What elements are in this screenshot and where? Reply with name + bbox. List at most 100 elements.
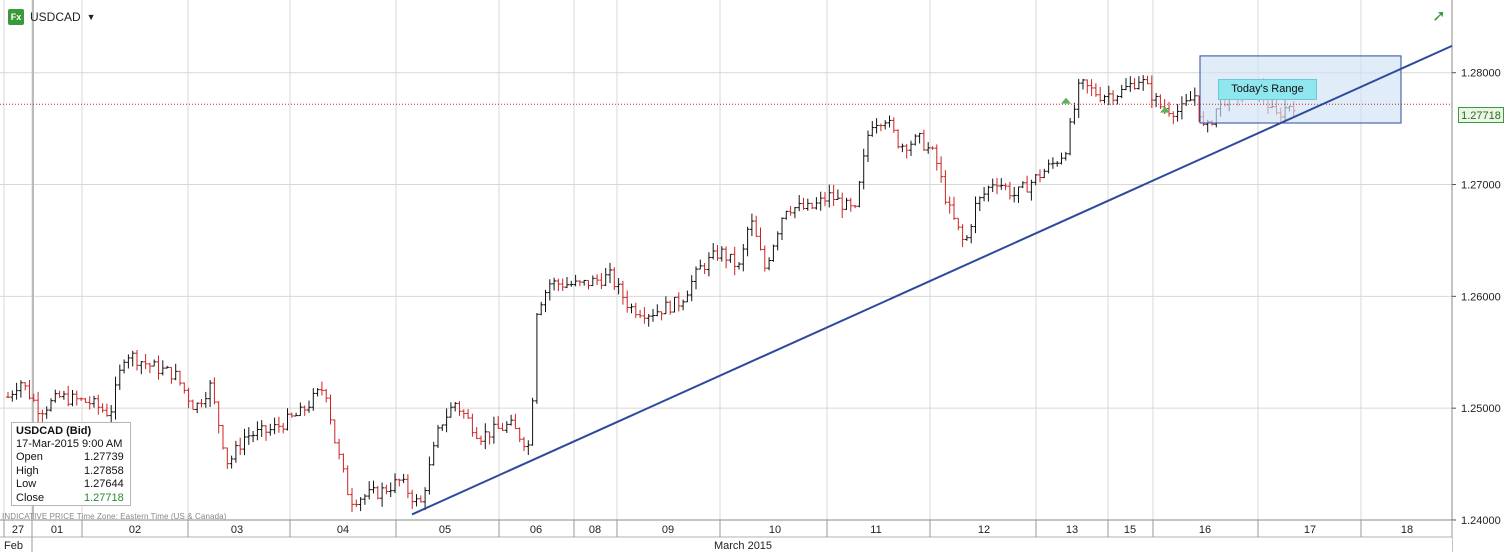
ohlc-bar <box>599 273 604 290</box>
ohlc-bar <box>487 431 492 445</box>
ohlc-bar <box>457 401 462 416</box>
ohlc-bar <box>178 370 182 386</box>
x-tick-label: 08 <box>589 524 601 536</box>
ohlc-bar <box>1042 168 1047 179</box>
ohlc-bar <box>629 303 634 314</box>
ohlc-bar <box>431 441 436 466</box>
ohlc-bar <box>810 202 815 210</box>
expand-arrow-icon[interactable]: ➚ <box>1432 8 1446 25</box>
x-tick-label: 10 <box>769 524 781 536</box>
ohlc-bar <box>801 197 806 210</box>
ohlc-bar <box>792 206 797 219</box>
ohlc-bar <box>711 243 716 260</box>
x-tick-label: 06 <box>530 524 542 536</box>
ohlc-bar <box>672 296 677 313</box>
ohlc-bar <box>539 301 544 316</box>
support-trendline <box>411 44 1453 516</box>
fx-icon: Fx <box>8 9 24 25</box>
ohlc-bar <box>1089 79 1094 97</box>
ohlc-bar <box>577 280 582 287</box>
ohlc-bar <box>1093 83 1098 97</box>
info-value: 1.27739 <box>84 451 124 463</box>
ohlc-bar <box>874 118 879 134</box>
ohlc-bar <box>930 146 935 150</box>
ohlc-bar <box>651 309 655 322</box>
ohlc-bar <box>53 389 58 403</box>
ohlc-bar <box>741 244 746 272</box>
ohlc-bar <box>835 189 840 201</box>
ohlc-bar <box>724 246 729 269</box>
ohlc-bar <box>999 178 1004 190</box>
ohlc-bar <box>1145 75 1150 85</box>
ohlc-bar <box>904 144 909 159</box>
ohlc-bar <box>530 397 535 446</box>
ohlc-bar <box>57 390 62 399</box>
ohlc-bar <box>380 482 385 507</box>
ohlc-bar <box>956 217 961 231</box>
y-tick-label: 1.25000 <box>1461 403 1501 415</box>
caret-down-icon[interactable]: ▼ <box>86 12 96 22</box>
ohlc-bar <box>767 257 772 271</box>
ohlc-bar <box>199 398 204 408</box>
ohlc-bar <box>1188 91 1193 102</box>
ohlc-bar <box>1175 104 1180 122</box>
footer-note: INDICATIVE PRICE Time Zone: Eastern Time… <box>2 512 227 521</box>
ohlc-bar <box>900 143 905 153</box>
info-row-open: Open 1.27739 <box>16 451 126 465</box>
ohlc-bar <box>638 309 643 318</box>
symbol-selector[interactable]: Fx USDCAD ▼ <box>8 8 96 26</box>
ohlc-bar <box>1072 102 1077 125</box>
ohlc-bar <box>590 275 595 287</box>
ohlc-bar <box>251 430 256 443</box>
ohlc-bar <box>268 423 273 436</box>
ohlc-bar <box>27 379 32 400</box>
ohlc-bar <box>595 274 600 286</box>
ohlc-bar <box>698 259 703 270</box>
ohlc-bar <box>754 215 759 237</box>
ohlc-bar <box>1085 79 1090 94</box>
ohlc-bar <box>173 363 178 381</box>
ohlc-bar <box>788 206 793 216</box>
ohlc-bar <box>203 391 208 408</box>
ohlc-bar <box>319 381 324 396</box>
ohlc-bar <box>229 455 234 469</box>
ohlc-bar <box>470 413 475 437</box>
ohlc-bar <box>302 405 307 416</box>
ohlc-bar <box>973 196 978 234</box>
ohlc-bar <box>393 473 397 494</box>
ohlc-bar <box>732 246 737 276</box>
ohlc-bar <box>969 223 974 244</box>
info-row-low: Low 1.27644 <box>16 478 126 492</box>
ohlc-bar <box>444 408 449 433</box>
y-tick-label: 1.24000 <box>1461 515 1501 527</box>
x-month-label: March 2015 <box>714 540 772 552</box>
ohlc-bar <box>1076 78 1081 119</box>
ohlc-bar <box>289 412 294 418</box>
ohlc-bar <box>870 121 875 137</box>
ohlc-bar <box>771 244 776 262</box>
info-row-high: High 1.27858 <box>16 465 126 479</box>
ohlc-bar <box>405 474 410 499</box>
ohlc-bar <box>1132 78 1137 90</box>
ohlc-bar <box>848 197 853 212</box>
symbol-name: USDCAD <box>30 10 81 24</box>
ohlc-bar <box>135 349 139 371</box>
ohlc-bar <box>685 290 690 303</box>
ohlc-bar <box>264 425 268 441</box>
ohlc-bar <box>749 213 754 237</box>
ohlc-bar <box>208 380 213 407</box>
ohlc-bar <box>565 276 569 289</box>
ohlc-bar <box>620 280 625 305</box>
ohlc-bar <box>831 184 836 206</box>
ohlc-bar <box>117 364 122 390</box>
info-value: 1.27644 <box>84 478 124 490</box>
ohlc-bar <box>242 428 247 456</box>
ohlc-bar <box>341 453 346 473</box>
x-tick-label: 18 <box>1401 524 1413 536</box>
ohlc-bar <box>663 296 668 315</box>
ohlc-bar <box>1025 175 1030 193</box>
ohlc-bar <box>496 416 501 429</box>
info-row-close: Close 1.27718 <box>16 492 126 506</box>
signal-marker-icon <box>1160 106 1170 113</box>
y-tick-label: 1.28000 <box>1461 68 1501 80</box>
